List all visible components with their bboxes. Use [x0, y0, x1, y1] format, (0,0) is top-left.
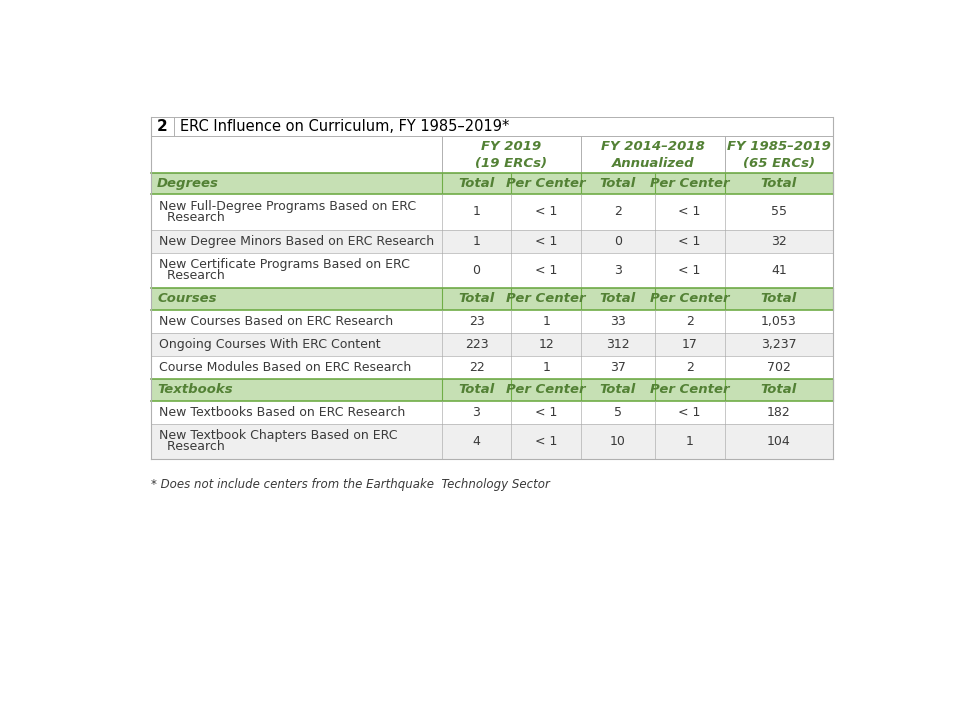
Text: New Full-Degree Programs Based on ERC: New Full-Degree Programs Based on ERC [158, 200, 416, 213]
Text: 1: 1 [472, 235, 480, 248]
Text: Course Modules Based on ERC Research: Course Modules Based on ERC Research [158, 361, 411, 374]
Text: ERC Influence on Curriculum, FY 1985–2019*: ERC Influence on Curriculum, FY 1985–201… [180, 120, 510, 135]
Text: Per Center: Per Center [507, 383, 586, 396]
Text: 2: 2 [614, 205, 622, 218]
Text: 0: 0 [614, 235, 622, 248]
Text: New Courses Based on ERC Research: New Courses Based on ERC Research [158, 315, 393, 328]
Text: FY 1985–2019
(65 ERCs): FY 1985–2019 (65 ERCs) [727, 140, 830, 169]
Text: 3: 3 [472, 405, 480, 418]
Text: 2: 2 [157, 120, 168, 135]
Text: 1: 1 [542, 315, 550, 328]
Text: < 1: < 1 [679, 205, 701, 218]
Text: 55: 55 [771, 205, 787, 218]
Text: Total: Total [760, 177, 797, 190]
Text: Research: Research [158, 441, 225, 454]
Bar [151, 333, 833, 356]
Text: < 1: < 1 [535, 235, 558, 248]
Text: < 1: < 1 [679, 264, 701, 277]
Text: New Degree Minors Based on ERC Research: New Degree Minors Based on ERC Research [158, 235, 434, 248]
Text: 104: 104 [767, 435, 791, 448]
Text: Total: Total [600, 177, 636, 190]
Text: Textbooks: Textbooks [157, 383, 233, 396]
Text: 22: 22 [468, 361, 485, 374]
Text: < 1: < 1 [535, 264, 558, 277]
Bar [151, 253, 833, 288]
Text: < 1: < 1 [679, 235, 701, 248]
Text: 10: 10 [610, 435, 626, 448]
Bar [151, 117, 833, 137]
Text: Total: Total [458, 292, 494, 305]
Text: 223: 223 [465, 338, 489, 351]
Text: Per Center: Per Center [650, 292, 730, 305]
Text: Total: Total [760, 292, 797, 305]
Text: FY 2019
(19 ERCs): FY 2019 (19 ERCs) [475, 140, 547, 169]
Text: 2: 2 [685, 361, 693, 374]
Bar [151, 288, 833, 310]
Bar [151, 173, 833, 194]
Text: * Does not include centers from the Earthquake  Technology Sector: * Does not include centers from the Eart… [151, 478, 550, 491]
Text: New Textbook Chapters Based on ERC: New Textbook Chapters Based on ERC [158, 429, 397, 442]
Text: 3: 3 [614, 264, 622, 277]
Text: 2: 2 [685, 315, 693, 328]
Text: Total: Total [458, 177, 494, 190]
Text: 32: 32 [771, 235, 786, 248]
Text: Total: Total [600, 383, 636, 396]
Text: < 1: < 1 [535, 405, 558, 418]
Text: Degrees: Degrees [157, 177, 219, 190]
Text: < 1: < 1 [535, 435, 558, 448]
Text: 0: 0 [472, 264, 481, 277]
Text: Ongoing Courses With ERC Content: Ongoing Courses With ERC Content [158, 338, 380, 351]
Text: New Textbooks Based on ERC Research: New Textbooks Based on ERC Research [158, 405, 405, 418]
Text: 17: 17 [682, 338, 698, 351]
Bar [151, 137, 833, 173]
Bar [151, 423, 833, 459]
Bar [151, 194, 833, 230]
Bar [151, 400, 833, 423]
Text: 1: 1 [685, 435, 693, 448]
Text: Total: Total [760, 383, 797, 396]
Bar [151, 356, 833, 379]
Bar [151, 379, 833, 400]
Text: 1: 1 [542, 361, 550, 374]
Text: New Certificate Programs Based on ERC: New Certificate Programs Based on ERC [158, 258, 410, 271]
Text: Research: Research [158, 211, 225, 224]
Text: Per Center: Per Center [507, 177, 586, 190]
Text: 1,053: 1,053 [761, 315, 797, 328]
Text: Total: Total [600, 292, 636, 305]
Text: Research: Research [158, 269, 225, 282]
Text: 4: 4 [472, 435, 480, 448]
Text: FY 2014–2018
Annualized: FY 2014–2018 Annualized [601, 140, 705, 169]
Text: 12: 12 [539, 338, 554, 351]
Text: 3,237: 3,237 [761, 338, 797, 351]
Text: 41: 41 [771, 264, 786, 277]
Text: Per Center: Per Center [650, 383, 730, 396]
Text: Per Center: Per Center [507, 292, 586, 305]
Text: 1: 1 [472, 205, 480, 218]
Text: 37: 37 [610, 361, 626, 374]
Text: Total: Total [458, 383, 494, 396]
Text: 23: 23 [468, 315, 485, 328]
Text: 702: 702 [767, 361, 791, 374]
Text: Per Center: Per Center [650, 177, 730, 190]
Text: < 1: < 1 [679, 405, 701, 418]
Text: 33: 33 [610, 315, 626, 328]
Text: 5: 5 [614, 405, 622, 418]
Text: 312: 312 [606, 338, 630, 351]
Text: < 1: < 1 [535, 205, 558, 218]
Bar [151, 310, 833, 333]
Bar [151, 230, 833, 253]
Text: 182: 182 [767, 405, 791, 418]
Text: Courses: Courses [157, 292, 217, 305]
